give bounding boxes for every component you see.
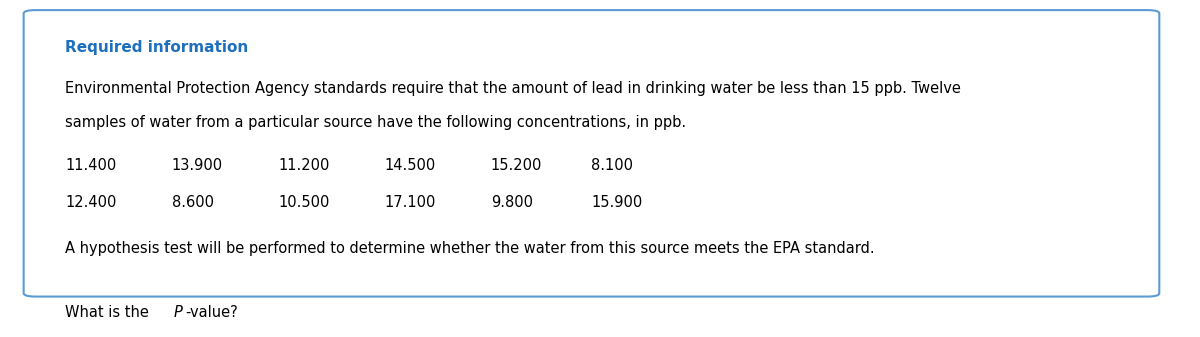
Text: A hypothesis test will be performed to determine whether the water from this sou: A hypothesis test will be performed to d… xyxy=(65,241,875,256)
Text: 17.100: 17.100 xyxy=(384,195,436,211)
Text: 8.600: 8.600 xyxy=(172,195,214,211)
Text: 11.400: 11.400 xyxy=(65,158,116,174)
Text: 9.800: 9.800 xyxy=(491,195,533,211)
Text: 11.200: 11.200 xyxy=(278,158,329,174)
Text: 15.900: 15.900 xyxy=(592,195,643,211)
Text: -value?: -value? xyxy=(186,305,239,320)
Text: 8.100: 8.100 xyxy=(592,158,634,174)
Text: 13.900: 13.900 xyxy=(172,158,223,174)
Text: P: P xyxy=(174,305,182,320)
Text: 12.400: 12.400 xyxy=(65,195,116,211)
Text: samples of water from a particular source have the following concentrations, in : samples of water from a particular sourc… xyxy=(65,115,686,130)
Text: Required information: Required information xyxy=(65,40,248,56)
Text: 10.500: 10.500 xyxy=(278,195,329,211)
Text: Environmental Protection Agency standards require that the amount of lead in dri: Environmental Protection Agency standard… xyxy=(65,81,961,96)
Text: 14.500: 14.500 xyxy=(384,158,436,174)
FancyBboxPatch shape xyxy=(24,10,1159,297)
Text: What is the: What is the xyxy=(65,305,154,320)
Text: 15.200: 15.200 xyxy=(491,158,542,174)
